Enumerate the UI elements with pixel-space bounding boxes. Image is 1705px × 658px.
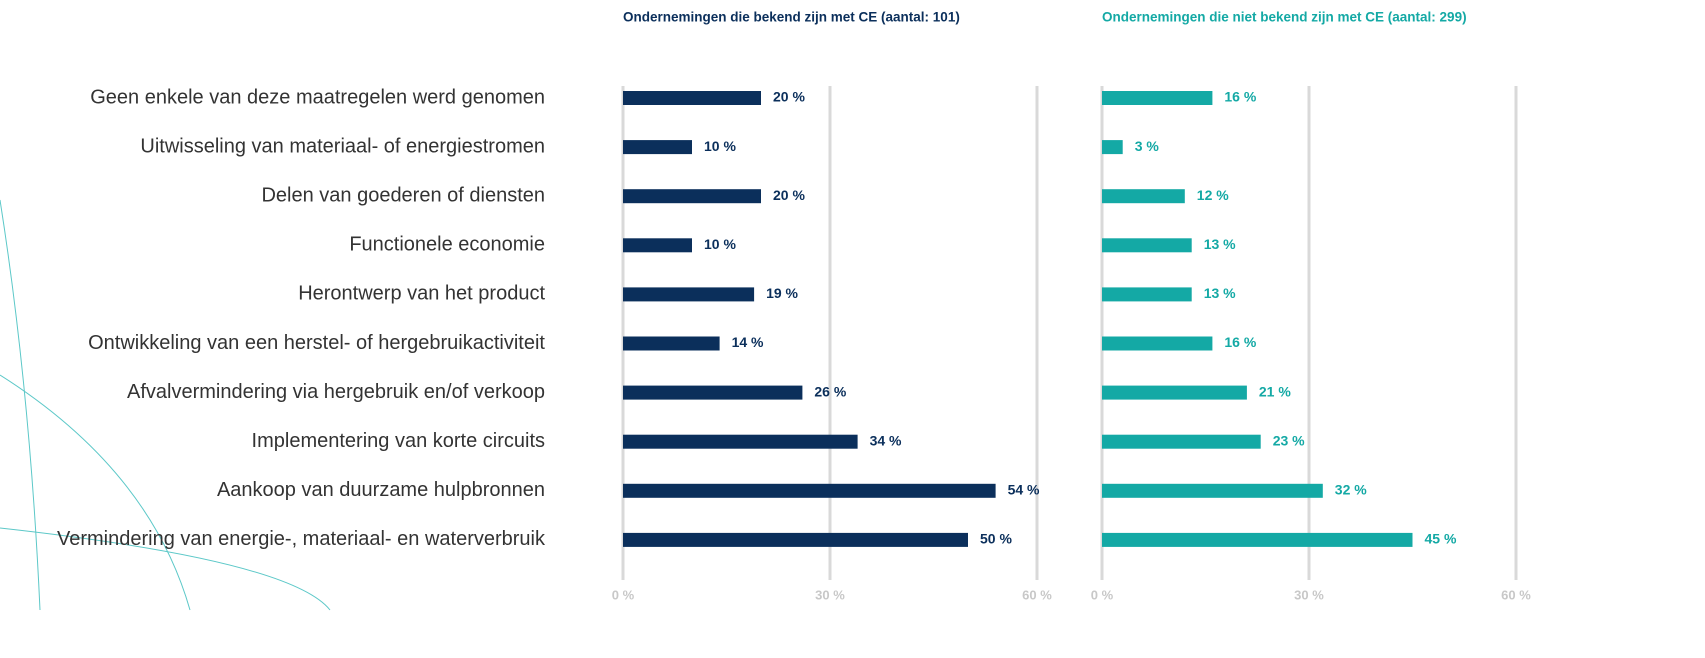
value-label: 26 % [814,383,846,399]
bar [1102,337,1212,351]
value-label: 23 % [1273,432,1305,448]
value-label: 16 % [1224,89,1256,105]
panel-title: Ondernemingen die niet bekend zijn met C… [1102,10,1467,25]
value-label: 13 % [1204,285,1236,301]
value-label: 20 % [773,89,805,105]
value-label: 12 % [1197,187,1229,203]
value-label: 10 % [704,236,736,252]
value-label: 50 % [980,531,1012,547]
bar [1102,91,1212,105]
value-label: 3 % [1135,138,1160,154]
bar [623,435,858,449]
category-label: Implementering van korte circuits [252,430,545,452]
value-label: 14 % [732,334,764,350]
value-label: 13 % [1204,236,1236,252]
panel-title: Ondernemingen die bekend zijn met CE (aa… [623,10,960,25]
bar [1102,189,1185,203]
bar [623,238,692,252]
value-label: 20 % [773,187,805,203]
x-tick-label: 30 % [815,587,845,602]
bar [1102,435,1261,449]
bar [1102,238,1192,252]
category-label: Afvalvermindering via hergebruik en/of v… [127,381,545,403]
value-label: 16 % [1224,334,1256,350]
bar [623,386,802,400]
x-tick-label: 30 % [1294,587,1324,602]
x-tick-label: 60 % [1022,587,1052,602]
bar [623,189,761,203]
category-label: Herontwerp van het product [298,283,545,305]
bar [623,533,968,547]
value-label: 54 % [1008,482,1040,498]
category-label: Aankoop van duurzame hulpbronnen [217,479,545,501]
bar [623,484,996,498]
value-label: 34 % [870,432,902,448]
x-tick-label: 60 % [1501,587,1531,602]
bar [1102,287,1192,301]
category-label: Vermindering van energie-, materiaal- en… [57,528,546,550]
bar [623,337,720,351]
value-label: 32 % [1335,482,1367,498]
category-label: Delen van goederen of diensten [261,184,545,206]
bar [1102,484,1323,498]
bar [623,91,761,105]
bar [1102,140,1123,154]
category-label: Ontwikkeling van een herstel- of hergebr… [88,332,545,354]
x-tick-label: 0 % [612,587,635,602]
value-label: 10 % [704,138,736,154]
chart: Geen enkele van deze maatregelen werd ge… [0,0,1705,658]
bar [1102,533,1413,547]
value-label: 19 % [766,285,798,301]
value-label: 21 % [1259,383,1291,399]
x-tick-label: 0 % [1091,587,1114,602]
bar [1102,386,1247,400]
bar [623,140,692,154]
value-label: 45 % [1425,531,1457,547]
bar [623,287,754,301]
category-label: Geen enkele van deze maatregelen werd ge… [90,86,545,108]
category-label: Uitwisseling van materiaal- of energiest… [140,135,545,157]
category-label: Functionele economie [349,234,545,256]
